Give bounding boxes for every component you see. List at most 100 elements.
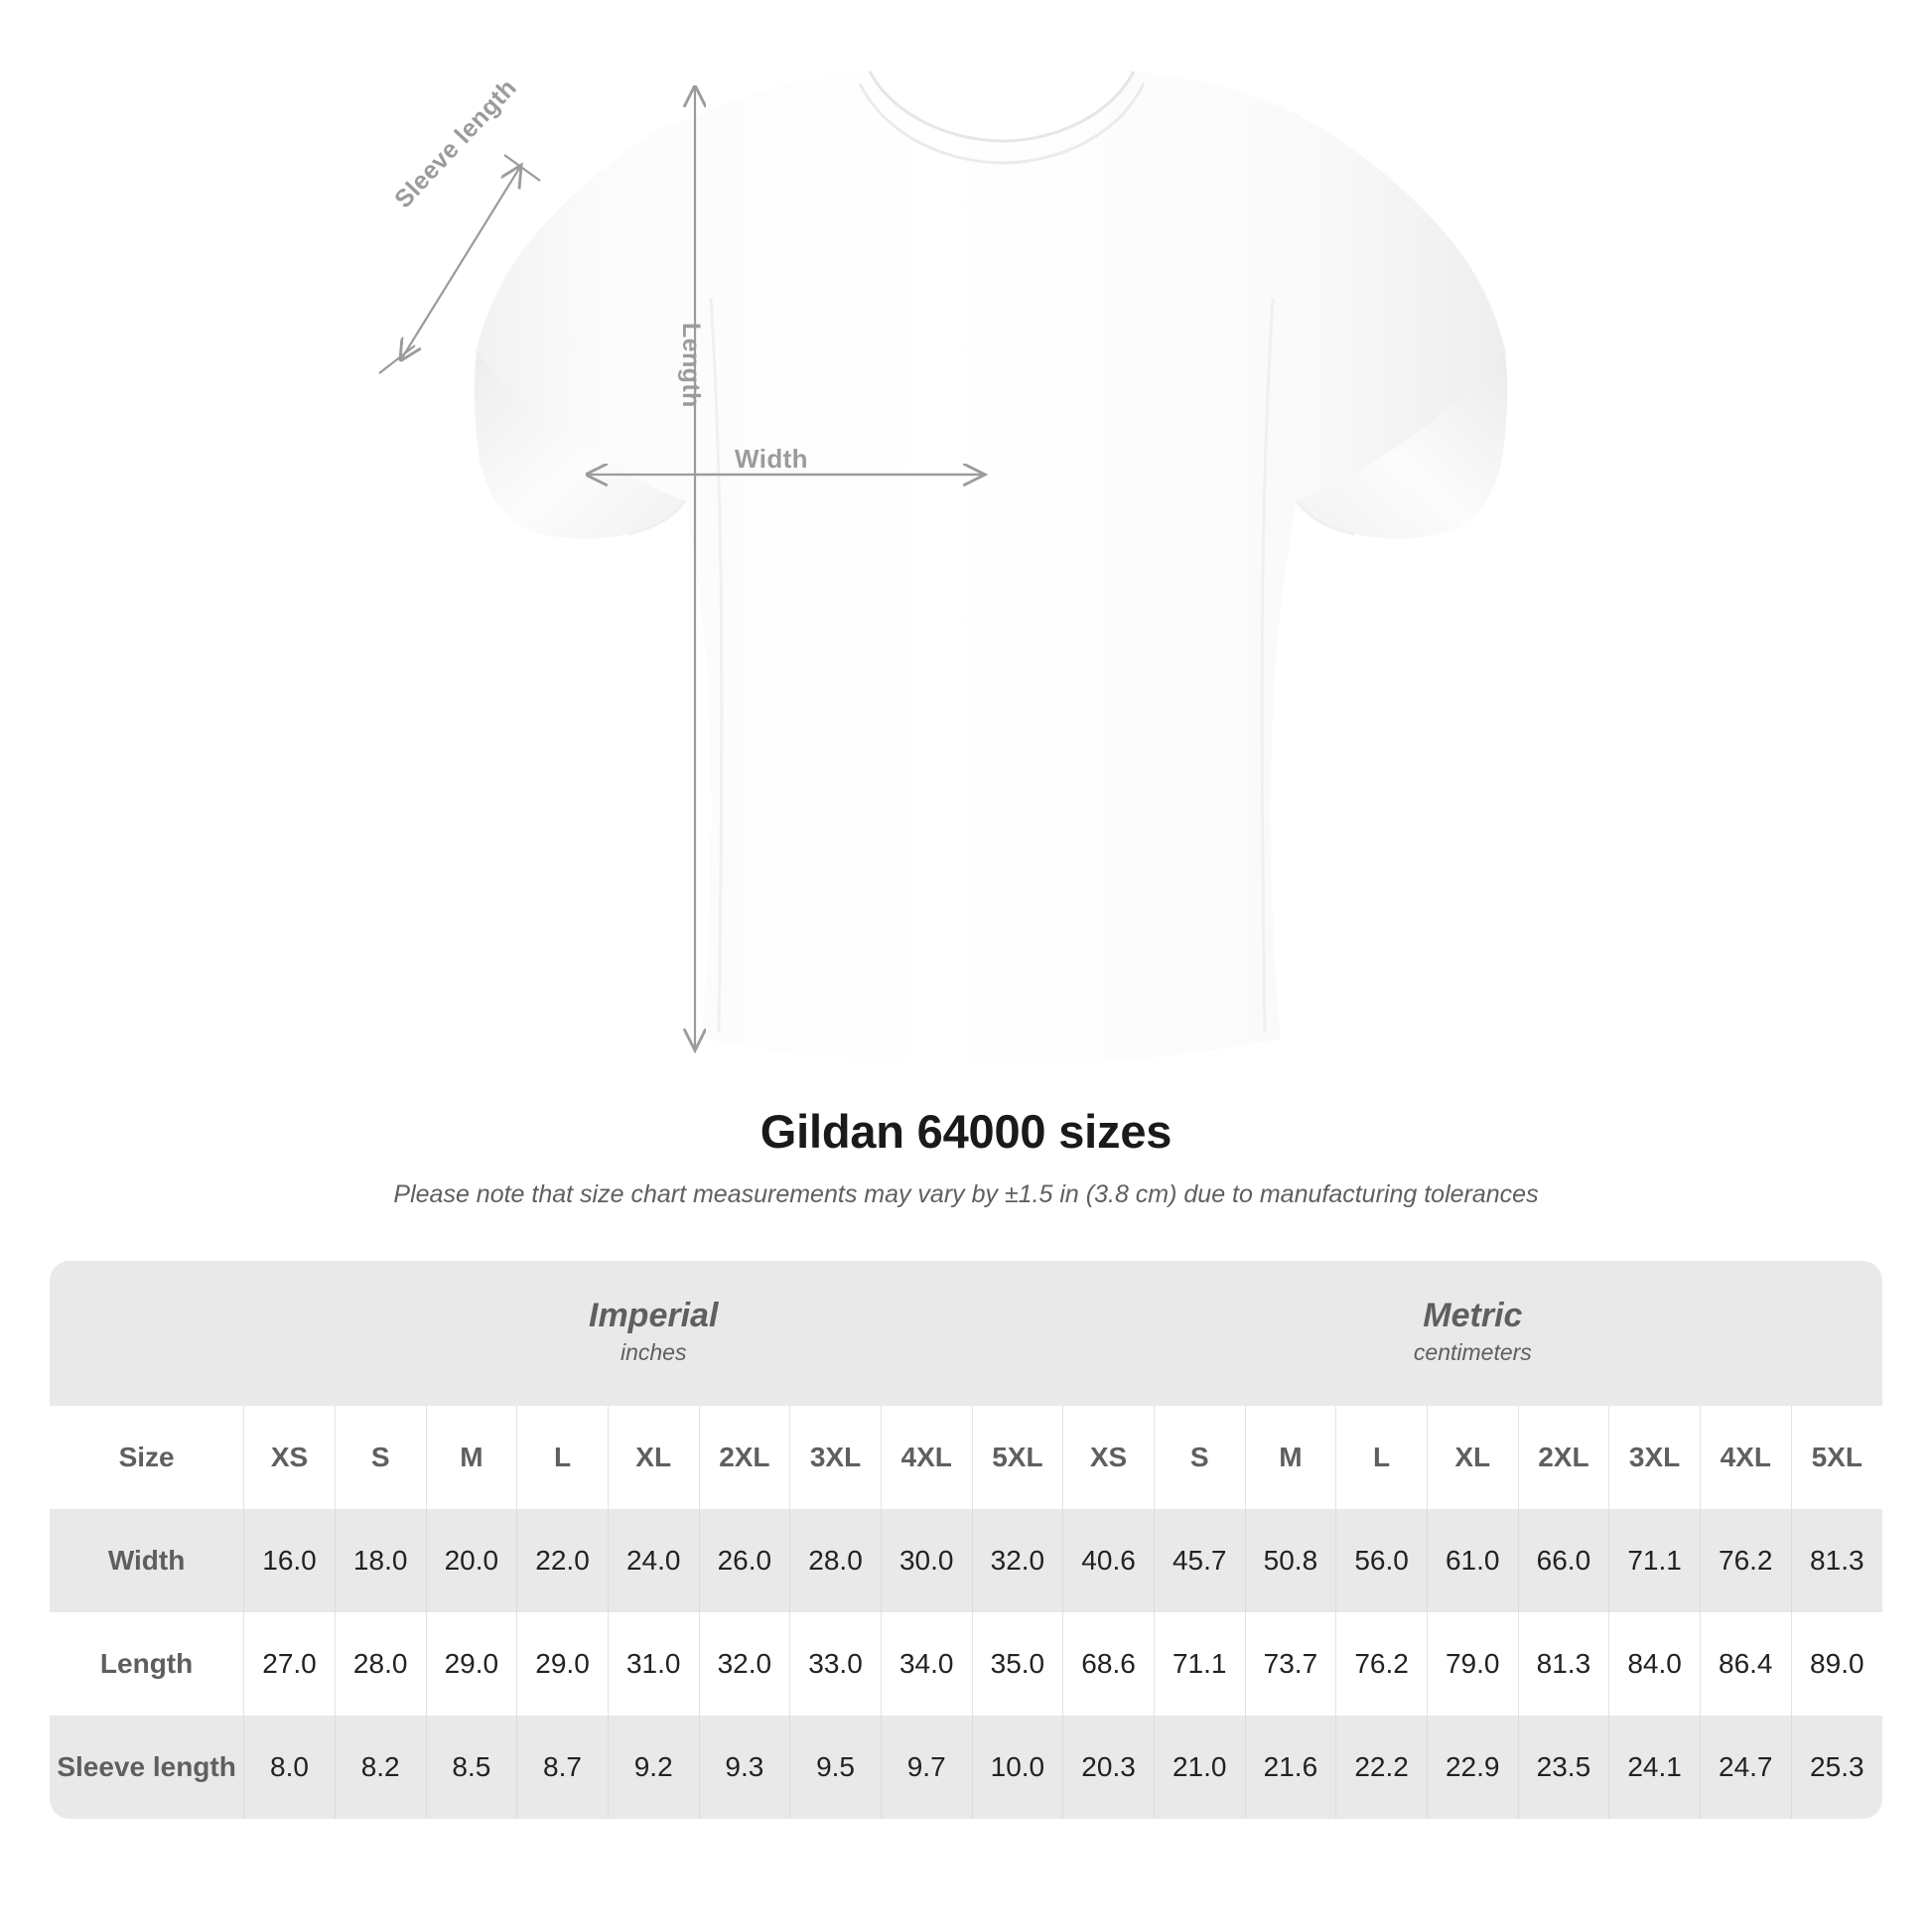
size-header-imperial-xs: XS — [243, 1406, 336, 1509]
cell-sleeve-metric-3xl: 24.1 — [1608, 1716, 1701, 1819]
sleeve-tick-top — [503, 154, 541, 182]
cell-sleeve-imperial-2xl: 9.3 — [698, 1716, 790, 1819]
cell-sleeve-imperial-l: 8.7 — [516, 1716, 609, 1819]
fabric-folds — [626, 297, 1355, 1034]
cell-width-metric-2xl: 66.0 — [1517, 1509, 1609, 1612]
cell-length-metric-l: 76.2 — [1335, 1612, 1428, 1716]
cell-width-imperial-3xl: 28.0 — [789, 1509, 882, 1612]
cell-length-imperial-2xl: 32.0 — [698, 1612, 790, 1716]
cell-width-metric-xs: 40.6 — [1062, 1509, 1155, 1612]
cell-length-metric-4xl: 86.4 — [1699, 1612, 1792, 1716]
cell-length-imperial-5xl: 35.0 — [971, 1612, 1063, 1716]
cell-width-imperial-xs: 16.0 — [243, 1509, 336, 1612]
cell-width-metric-l: 56.0 — [1335, 1509, 1428, 1612]
unit-sub-imperial: inches — [620, 1338, 687, 1365]
cell-sleeve-imperial-xs: 8.0 — [243, 1716, 336, 1819]
collar — [858, 70, 1146, 165]
size-table-wrapper: Imperial inches Metric centimeters Size … — [50, 1261, 1882, 1819]
cell-length-metric-xl: 79.0 — [1426, 1612, 1519, 1716]
size-header-metric-s: S — [1153, 1406, 1246, 1509]
table-row: Length 27.0 28.0 29.0 29.0 31.0 32.0 33.… — [50, 1612, 1882, 1716]
size-header-imperial-s: S — [334, 1406, 427, 1509]
unit-header-row: Imperial inches Metric centimeters — [50, 1261, 1882, 1406]
size-header-imperial-l: L — [516, 1406, 609, 1509]
size-header-imperial-m: M — [425, 1406, 517, 1509]
width-dimension-label: Width — [735, 444, 808, 474]
cell-sleeve-imperial-3xl: 9.5 — [789, 1716, 882, 1819]
garment-silhouette — [474, 71, 1508, 1066]
cell-length-metric-xs: 68.6 — [1062, 1612, 1155, 1716]
unit-name-metric: Metric — [1423, 1296, 1523, 1334]
sleeve-arrow — [401, 167, 520, 359]
cell-length-metric-m: 73.7 — [1244, 1612, 1336, 1716]
tshirt-diagram: Sleeve length Length Width — [378, 70, 1508, 1066]
unit-header-spacer — [50, 1261, 244, 1406]
cell-width-imperial-xl: 24.0 — [607, 1509, 700, 1612]
table-row: Sleeve length 8.0 8.2 8.5 8.7 9.2 9.3 9.… — [50, 1716, 1882, 1819]
cell-length-imperial-s: 28.0 — [334, 1612, 427, 1716]
cell-width-metric-5xl: 81.3 — [1790, 1509, 1882, 1612]
cell-width-imperial-m: 20.0 — [425, 1509, 517, 1612]
unit-name-imperial: Imperial — [589, 1296, 719, 1334]
cell-sleeve-metric-l: 22.2 — [1335, 1716, 1428, 1819]
sleeve-tick-bottom — [378, 345, 416, 374]
size-header-row: Size XS S M L XL 2XL 3XL 4XL 5XL XS S M … — [50, 1406, 1882, 1509]
cell-length-metric-s: 71.1 — [1153, 1612, 1246, 1716]
size-header-metric-xs: XS — [1062, 1406, 1155, 1509]
measurement-guides — [378, 87, 983, 1048]
cell-sleeve-imperial-s: 8.2 — [334, 1716, 427, 1819]
tshirt-illustration — [378, 70, 1508, 1066]
cell-sleeve-metric-s: 21.0 — [1153, 1716, 1246, 1819]
cell-sleeve-metric-2xl: 23.5 — [1517, 1716, 1609, 1819]
row-label-width: Width — [50, 1509, 244, 1612]
unit-sub-metric: centimeters — [1413, 1338, 1532, 1365]
size-header-label: Size — [50, 1406, 244, 1509]
unit-header-metric: Metric centimeters — [1062, 1261, 1882, 1406]
size-header-imperial-2xl: 2XL — [698, 1406, 790, 1509]
tolerance-note: Please note that size chart measurements… — [393, 1180, 1539, 1208]
title-block: Gildan 64000 sizes Please note that size… — [0, 1104, 1932, 1209]
size-chart-table: Imperial inches Metric centimeters Size … — [50, 1261, 1882, 1819]
cell-length-imperial-l: 29.0 — [516, 1612, 609, 1716]
page-title: Gildan 64000 sizes — [759, 1105, 1173, 1158]
cell-sleeve-imperial-5xl: 10.0 — [971, 1716, 1063, 1819]
cell-length-imperial-m: 29.0 — [425, 1612, 517, 1716]
cell-sleeve-metric-xs: 20.3 — [1062, 1716, 1155, 1819]
cell-sleeve-imperial-m: 8.5 — [425, 1716, 517, 1819]
cell-width-imperial-l: 22.0 — [516, 1509, 609, 1612]
cell-length-imperial-xl: 31.0 — [607, 1612, 700, 1716]
row-label-length: Length — [50, 1612, 244, 1716]
size-header-metric-3xl: 3XL — [1608, 1406, 1701, 1509]
row-label-sleeve-length: Sleeve length — [50, 1716, 244, 1819]
size-header-metric-m: M — [1244, 1406, 1336, 1509]
table-row: Width 16.0 18.0 20.0 22.0 24.0 26.0 28.0… — [50, 1509, 1882, 1612]
cell-sleeve-imperial-xl: 9.2 — [607, 1716, 700, 1819]
cell-length-metric-5xl: 89.0 — [1790, 1612, 1882, 1716]
size-header-imperial-xl: XL — [607, 1406, 700, 1509]
cell-width-imperial-2xl: 26.0 — [698, 1509, 790, 1612]
cell-width-metric-s: 45.7 — [1153, 1509, 1246, 1612]
cell-width-metric-xl: 61.0 — [1426, 1509, 1519, 1612]
cell-length-imperial-xs: 27.0 — [243, 1612, 336, 1716]
cell-width-imperial-4xl: 30.0 — [880, 1509, 973, 1612]
cell-sleeve-metric-m: 21.6 — [1244, 1716, 1336, 1819]
cell-length-metric-3xl: 84.0 — [1608, 1612, 1701, 1716]
cell-sleeve-imperial-4xl: 9.7 — [880, 1716, 973, 1819]
cell-width-imperial-5xl: 32.0 — [971, 1509, 1063, 1612]
size-header-metric-xl: XL — [1426, 1406, 1519, 1509]
size-header-imperial-4xl: 4XL — [880, 1406, 973, 1509]
cell-sleeve-metric-5xl: 25.3 — [1790, 1716, 1882, 1819]
cell-width-metric-4xl: 76.2 — [1699, 1509, 1792, 1612]
cell-width-metric-3xl: 71.1 — [1608, 1509, 1701, 1612]
cell-width-imperial-s: 18.0 — [334, 1509, 427, 1612]
cell-length-imperial-3xl: 33.0 — [789, 1612, 882, 1716]
length-dimension-label: Length — [677, 323, 705, 408]
size-header-metric-l: L — [1335, 1406, 1428, 1509]
cell-length-imperial-4xl: 34.0 — [880, 1612, 973, 1716]
unit-header-imperial: Imperial inches — [243, 1261, 1063, 1406]
cell-sleeve-metric-xl: 22.9 — [1426, 1716, 1519, 1819]
size-header-metric-5xl: 5XL — [1790, 1406, 1882, 1509]
size-header-metric-4xl: 4XL — [1699, 1406, 1792, 1509]
size-header-metric-2xl: 2XL — [1517, 1406, 1609, 1509]
